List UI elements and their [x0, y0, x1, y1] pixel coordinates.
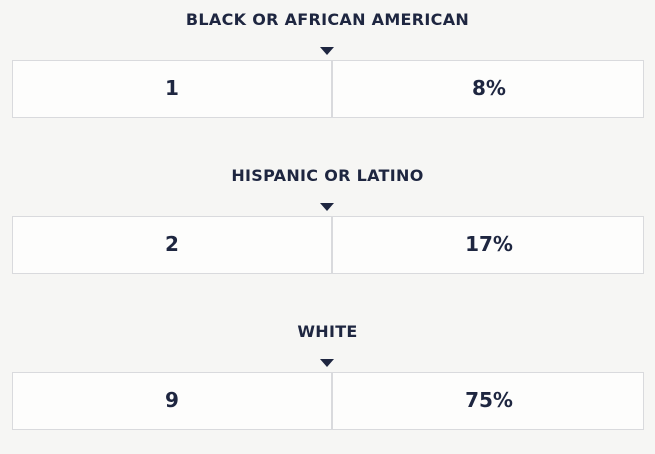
divider: [331, 217, 333, 273]
arrow: [320, 40, 334, 55]
arrow-icon: [320, 47, 334, 55]
count: 9: [165, 388, 179, 412]
arrow-icon: [320, 359, 334, 367]
section-label: BLACK OR AFRICAN AMERICAN: [185, 10, 470, 29]
section: WHITE 9 75%: [0, 314, 655, 454]
section-label: HISPANIC OR LATINO: [231, 166, 424, 185]
divider: [331, 373, 333, 429]
divider: [331, 61, 333, 117]
arrow: [320, 352, 334, 367]
page: BLACK OR AFRICAN AMERICAN 1 8% HISPANIC OR …: [0, 2, 655, 430]
percent: 8%: [472, 76, 506, 100]
stat-box: 9 75%: [12, 372, 644, 430]
percent: 75%: [465, 388, 513, 412]
stat-box: 1 8%: [12, 60, 644, 118]
stat-box: 2 17%: [12, 216, 644, 274]
section-label: WHITE: [297, 322, 358, 341]
percent: 17%: [465, 232, 513, 256]
arrow: [320, 196, 334, 211]
section: BLACK OR AFRICAN AMERICAN 1 8%: [0, 2, 655, 142]
count: 1: [165, 76, 179, 100]
count: 2: [165, 232, 179, 256]
arrow-icon: [320, 203, 334, 211]
section: HISPANIC OR LATINO 2 17%: [0, 158, 655, 298]
